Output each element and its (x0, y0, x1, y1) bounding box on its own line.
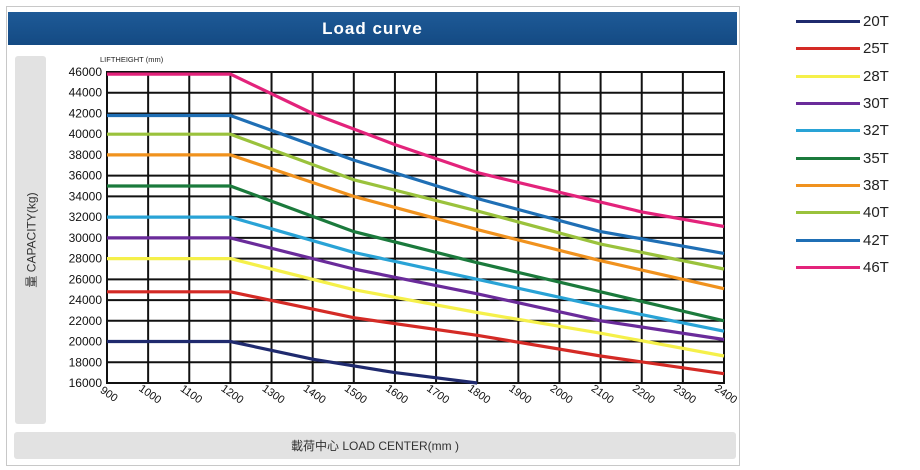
y-tick-label: 40000 (69, 127, 103, 141)
x-tick-label: 1700 (424, 383, 451, 407)
y-tick-label: 44000 (69, 86, 103, 100)
y-tick-label: 36000 (69, 169, 103, 183)
legend-label: 42T (863, 231, 889, 249)
legend-label: 38T (863, 176, 889, 194)
x-axis-label: 載荷中心 LOAD CENTER(mm ) (14, 432, 736, 459)
series-line-20T (107, 339, 478, 385)
legend: 20T 25T 28T 30T 32T 35T 38T 40T 42T 46T (796, 8, 920, 281)
chart-title: Load curve (8, 12, 737, 45)
y-tick-label: 24000 (69, 293, 103, 307)
y-tick-label: 46000 (69, 65, 103, 79)
legend-swatch (796, 265, 860, 269)
y-tick-label: 18000 (69, 355, 103, 369)
x-tick-label: 1600 (383, 383, 410, 407)
x-tick-label: 1900 (507, 383, 534, 407)
legend-item: 42T (796, 226, 920, 253)
x-tick-labels: 900 1000 1100 1200 1300 1400 1500 1600 1700 1800 1… (98, 383, 739, 407)
legend-label: 20T (863, 13, 889, 31)
x-tick-label: 1300 (260, 383, 287, 407)
legend-item: 25T (796, 35, 920, 62)
series-lines (107, 72, 725, 385)
legend-label: 32T (863, 122, 889, 140)
series-line-30T (107, 236, 725, 342)
series-line-28T (107, 257, 725, 358)
legend-label: 30T (863, 95, 889, 113)
legend-label: 28T (863, 67, 889, 85)
series-line-25T (107, 290, 725, 376)
legend-item: 20T (796, 8, 920, 35)
y-tick-label: 32000 (69, 210, 103, 224)
lift-height-note: LIFTHEIGHT (mm) (100, 55, 164, 64)
y-tick-label: 38000 (69, 148, 103, 162)
legend-swatch (796, 183, 860, 187)
legend-swatch (796, 238, 860, 242)
series-line-40T (107, 132, 725, 271)
x-tick-label: 2200 (630, 383, 657, 407)
series-line-35T (107, 184, 725, 323)
legend-swatch (796, 74, 860, 78)
x-tick-label: 1100 (178, 383, 204, 406)
y-tick-label: 30000 (69, 231, 103, 245)
legend-swatch (796, 211, 860, 215)
legend-swatch (796, 129, 860, 133)
legend-item: 38T (796, 172, 920, 199)
legend-item: 46T (796, 254, 920, 281)
y-axis-label-bar (15, 56, 46, 424)
y-tick-label: 34000 (69, 189, 103, 203)
legend-swatch (796, 102, 860, 106)
y-tick-labels: 16000 18000 20000 22000 24000 26000 28000 30000… (69, 65, 103, 390)
x-tick-label: 2000 (548, 383, 575, 407)
legend-item: 28T (796, 63, 920, 90)
x-tick-label: 1200 (219, 383, 246, 407)
y-tick-label: 22000 (69, 314, 103, 328)
legend-item: 30T (796, 90, 920, 117)
plot-area (106, 71, 725, 384)
legend-item: 35T (796, 144, 920, 171)
x-tick-label: 1800 (465, 383, 492, 407)
y-tick-label: 20000 (69, 335, 103, 349)
series-line-46T (107, 72, 725, 229)
legend-label: 40T (863, 204, 889, 222)
x-tick-label: 1400 (301, 383, 328, 407)
x-tick-label: 2300 (671, 383, 698, 407)
legend-item: 32T (796, 117, 920, 144)
series-line-42T (107, 113, 725, 255)
legend-swatch (796, 156, 860, 160)
x-tick-label: 2100 (589, 383, 616, 407)
legend-swatch (796, 47, 860, 51)
legend-swatch (796, 20, 860, 24)
x-tick-label: 1500 (342, 383, 369, 407)
y-tick-label: 16000 (69, 376, 103, 390)
x-tick-label: 2400 (712, 383, 739, 407)
legend-label: 25T (863, 40, 889, 58)
series-line-38T (107, 153, 725, 291)
series-line-32T (107, 215, 725, 333)
grid (106, 71, 725, 384)
y-tick-label: 26000 (69, 272, 103, 286)
y-tick-label: 28000 (69, 252, 103, 266)
legend-label: 35T (863, 149, 889, 167)
x-tick-label: 1000 (136, 383, 163, 407)
legend-item: 40T (796, 199, 920, 226)
legend-label: 46T (863, 258, 889, 276)
y-tick-label: 42000 (69, 106, 103, 120)
